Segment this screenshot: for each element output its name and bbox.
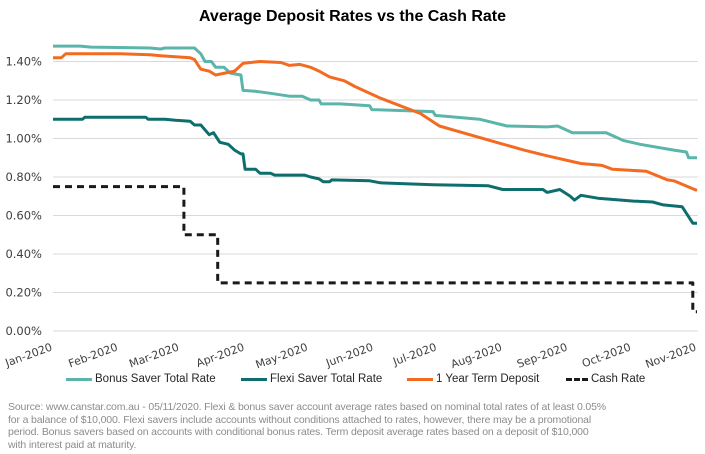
gridlines xyxy=(53,61,698,332)
x-tick-label: Mar-2020 xyxy=(127,341,180,370)
legend-label: 1 Year Term Deposit xyxy=(436,373,540,385)
legend: Bonus Saver Total Rate Flexi Saver Total… xyxy=(0,373,705,389)
x-tick-label: May-2020 xyxy=(254,341,310,370)
y-tick-label: 0.80% xyxy=(5,170,42,184)
x-tick-label: Apr-2020 xyxy=(194,341,246,370)
y-tick-label: 0.00% xyxy=(5,324,42,338)
chart-title: Average Deposit Rates vs the Cash Rate xyxy=(198,8,507,25)
legend-item-cash-rate: Cash Rate xyxy=(566,373,645,385)
x-tick-label: Aug-2020 xyxy=(449,341,504,370)
legend-item-bonus-saver: Bonus Saver Total Rate xyxy=(66,373,216,385)
legend-label: Bonus Saver Total Rate xyxy=(95,373,216,385)
x-axis: Jan-2020 Feb-2020 Mar-2020 Apr-2020 May-2020… xyxy=(3,341,698,370)
y-tick-label: 1.00% xyxy=(5,132,42,146)
x-tick-label: Jan-2020 xyxy=(3,341,54,370)
x-tick-label: Jul-2020 xyxy=(390,341,438,369)
series-lines xyxy=(53,44,698,314)
y-tick-label: 0.60% xyxy=(5,209,42,223)
y-tick-label: 0.20% xyxy=(5,286,42,300)
series-line-flexi-saver-total-rate xyxy=(53,115,697,225)
y-axis: 0.00% 0.20% 0.40% 0.60% 0.80% 1.00% 1.20% 1.40% xyxy=(5,55,42,339)
y-tick-label: 1.40% xyxy=(5,55,42,69)
legend-swatch xyxy=(66,377,92,381)
legend-swatch xyxy=(241,377,267,381)
x-tick-label: Nov-2020 xyxy=(644,341,698,370)
x-tick-label: Feb-2020 xyxy=(67,341,120,370)
line-chart: 0.00% 0.20% 0.40% 0.60% 0.80% 1.00% 1.20% 1.40%… xyxy=(3,44,698,370)
x-tick-label: Oct-2020 xyxy=(580,341,632,370)
x-tick-label: Sep-2020 xyxy=(515,341,569,370)
series-line-bonus-saver-total-rate xyxy=(53,44,697,160)
x-tick-label: Jun-2020 xyxy=(323,341,375,370)
series-line-cash-rate xyxy=(53,185,697,314)
source-note: Source: www.canstar.com.au - 05/11/2020.… xyxy=(8,401,606,452)
legend-item-term-deposit: 1 Year Term Deposit xyxy=(407,373,539,385)
series-line-1-year-term-deposit xyxy=(53,52,698,192)
legend-swatch xyxy=(566,377,588,381)
legend-label: Cash Rate xyxy=(591,373,646,385)
legend-label: Flexi Saver Total Rate xyxy=(270,373,383,385)
y-tick-label: 1.20% xyxy=(5,93,42,107)
legend-item-flexi-saver: Flexi Saver Total Rate xyxy=(241,373,382,385)
y-tick-label: 0.40% xyxy=(5,247,42,261)
legend-swatch xyxy=(407,377,433,381)
